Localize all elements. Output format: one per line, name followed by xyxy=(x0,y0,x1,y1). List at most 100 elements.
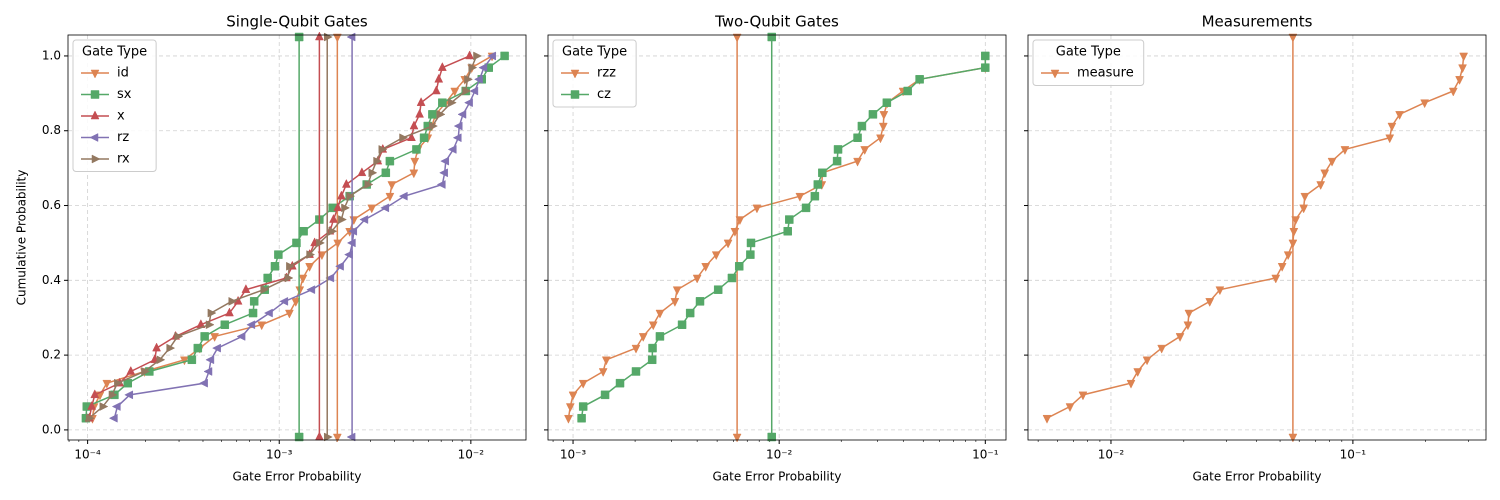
marker xyxy=(1126,379,1136,389)
marker xyxy=(228,296,238,306)
marker xyxy=(447,98,457,108)
marker xyxy=(795,192,805,202)
marker xyxy=(450,87,460,97)
marker xyxy=(732,433,742,443)
marker xyxy=(203,367,213,376)
marker xyxy=(767,32,776,42)
marker xyxy=(638,333,648,342)
marker xyxy=(249,297,259,306)
chart-title: Measurements xyxy=(1202,13,1313,31)
marker xyxy=(409,169,419,179)
marker xyxy=(205,320,215,330)
marker xyxy=(813,180,823,189)
marker xyxy=(783,226,792,236)
marker xyxy=(734,262,744,271)
plot-area xyxy=(564,32,990,443)
marker xyxy=(325,273,335,283)
marker xyxy=(1042,414,1052,424)
marker xyxy=(225,307,234,317)
marker xyxy=(292,238,301,248)
marker xyxy=(735,216,745,226)
marker xyxy=(141,367,151,376)
axes-frame xyxy=(67,34,527,441)
marker xyxy=(434,73,444,83)
marker xyxy=(152,342,161,352)
marker xyxy=(578,379,588,389)
marker xyxy=(727,273,737,283)
marker xyxy=(349,216,359,226)
marker xyxy=(284,273,294,283)
marker xyxy=(1288,239,1298,249)
marker xyxy=(1205,298,1215,307)
marker xyxy=(373,156,383,166)
marker xyxy=(263,308,273,318)
x-axis-label: Gate Error Probability xyxy=(712,470,841,484)
plot-area xyxy=(81,31,509,443)
marker xyxy=(274,250,283,259)
marker xyxy=(306,250,316,260)
marker xyxy=(685,308,695,318)
marker xyxy=(915,75,924,84)
marker xyxy=(465,50,474,60)
marker xyxy=(346,32,356,42)
marker xyxy=(677,320,687,329)
x-tick-label: 10⁻² xyxy=(458,448,485,462)
marker xyxy=(323,32,333,42)
marker xyxy=(785,215,794,224)
marker xyxy=(270,262,280,271)
marker xyxy=(436,109,446,119)
marker xyxy=(220,320,230,329)
marker xyxy=(429,121,438,131)
marker xyxy=(981,51,990,61)
marker xyxy=(711,251,721,261)
marker xyxy=(387,181,397,191)
marker xyxy=(1215,286,1225,296)
marker xyxy=(878,122,888,132)
marker xyxy=(415,108,424,118)
marker xyxy=(1078,391,1088,401)
marker xyxy=(332,433,342,443)
marker xyxy=(338,215,347,224)
marker xyxy=(1327,157,1337,167)
plot-area xyxy=(1042,33,1469,443)
marker xyxy=(124,390,134,400)
marker xyxy=(257,321,267,331)
marker xyxy=(346,432,356,442)
legend: Gate Type rzz cz xyxy=(552,39,637,108)
marker xyxy=(1299,204,1309,214)
marker xyxy=(1175,333,1185,342)
marker xyxy=(473,74,483,84)
marker xyxy=(210,333,220,342)
legend-label: rz xyxy=(117,130,129,145)
marker xyxy=(695,297,705,306)
marker xyxy=(286,261,295,271)
marker xyxy=(263,273,272,283)
marker xyxy=(879,111,889,120)
x-tick-label: 10⁻³ xyxy=(560,448,587,462)
legend-box xyxy=(1032,39,1145,86)
x-tick-label: 10⁻¹ xyxy=(972,448,999,462)
marker xyxy=(364,180,374,189)
legend-label: x xyxy=(117,109,125,124)
marker xyxy=(316,238,325,248)
marker xyxy=(631,367,641,376)
marker xyxy=(1184,309,1194,319)
marker xyxy=(578,402,588,411)
marker xyxy=(294,32,304,42)
x-tick-label: 10⁻¹ xyxy=(1340,448,1367,462)
axes-frame xyxy=(1027,34,1487,441)
cdf-line xyxy=(567,55,987,419)
marker xyxy=(1289,227,1299,237)
marker xyxy=(174,332,184,341)
marker xyxy=(732,33,742,43)
marker xyxy=(598,368,608,378)
panel: 10⁻⁴ 10⁻³ 10⁻² 0.0 0.2 0.4 0.6 0.8 1.0 Single-Qub… xyxy=(15,13,527,484)
marker xyxy=(500,51,509,61)
marker xyxy=(336,190,346,200)
marker xyxy=(380,203,390,213)
marker xyxy=(438,98,447,107)
marker xyxy=(306,285,316,295)
marker xyxy=(199,378,208,388)
marker xyxy=(298,274,308,284)
marker xyxy=(166,343,176,353)
